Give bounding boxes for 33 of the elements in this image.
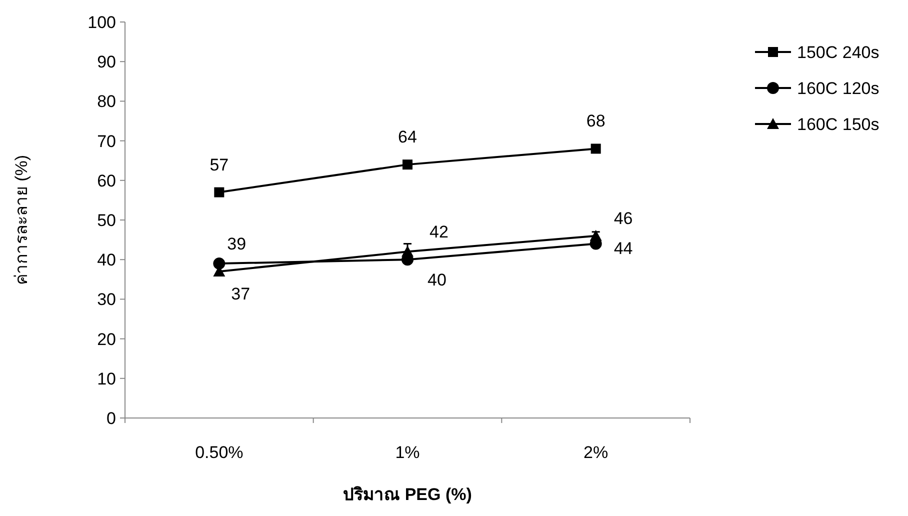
point [214,187,224,198]
y-tick-label: 20 [97,330,116,349]
y-tick-label: 100 [88,13,116,32]
point [402,160,412,170]
y-tick-label: 80 [97,92,116,112]
data-label: 42 [430,222,448,242]
point [590,144,601,154]
y-tick-label: 10 [97,369,116,388]
legend-label: 160C 150s [797,115,880,134]
data-label: 40 [428,270,446,290]
x-axis-title: ปริมาณ PEG (%) [343,485,472,504]
data-label: 46 [614,208,633,228]
data-label: 39 [227,234,246,254]
point [402,246,414,257]
y-tick-label: 40 [97,250,116,270]
y-tick-label: 70 [97,132,116,151]
y-tick-label: 50 [97,211,116,230]
data-label: 64 [398,128,417,147]
x-tick-label: 2% [584,443,608,462]
y-axis-title: ค่าการละลาย (%) [12,154,31,286]
y-tick-label: 0 [106,409,116,428]
data-label: 44 [614,238,633,258]
legend-label: 150C 240s [797,43,880,62]
legend-label: 160C 120s [797,79,880,98]
x-tick-label: 1% [395,443,420,462]
data-label: 57 [210,155,229,174]
point [213,258,226,270]
y-tick-label: 30 [97,290,116,310]
y-tick-label: 90 [97,52,116,72]
y-tick-label: 60 [97,171,116,190]
data-label: 37 [231,284,250,304]
x-tick-label: 0.50% [195,443,244,462]
data-label: 68 [586,112,606,131]
